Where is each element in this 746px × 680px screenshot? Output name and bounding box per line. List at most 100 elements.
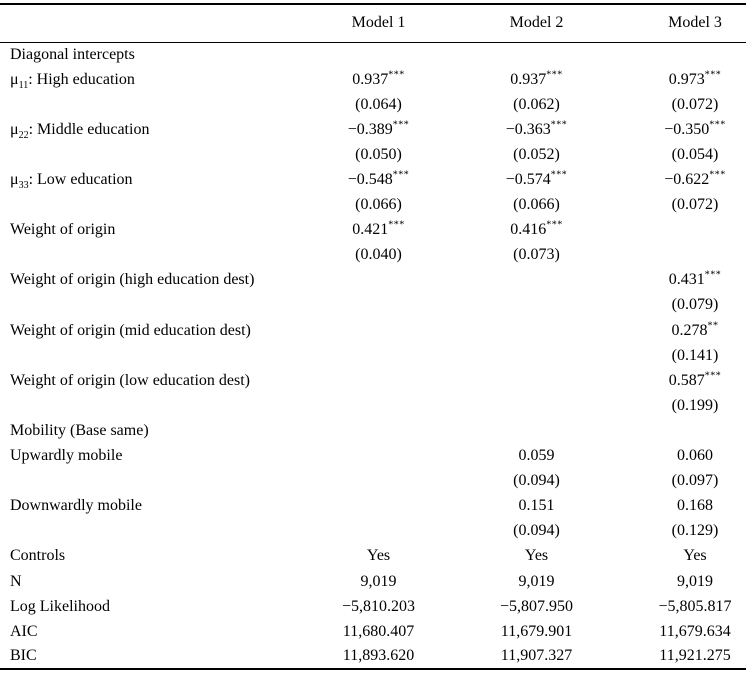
value-cell-model-1 xyxy=(302,343,455,368)
value-cell-model-2: −0.363*** xyxy=(505,119,568,138)
table-row-coef: μ11: High education 0.937*** 0.937*** 0.973… xyxy=(0,67,746,92)
value-cell-model-3 xyxy=(618,42,746,67)
value-cell-model-1 xyxy=(302,444,455,469)
row-label: μ33: Low education xyxy=(10,171,133,192)
value-cell-model-2 xyxy=(455,42,618,67)
table-row-se: (0.141) xyxy=(0,343,746,368)
row-label: μ22: Middle education xyxy=(10,120,150,142)
regression-table: Model 1 Model 2 Model 3 Diagonal interce… xyxy=(0,3,746,671)
row-label xyxy=(0,519,302,544)
value-cell-model-3 xyxy=(618,218,746,243)
significance-stars: *** xyxy=(709,169,726,181)
value-cell-model-1: (0.040) xyxy=(355,246,402,264)
value-cell-model-2 xyxy=(455,418,618,443)
value-cell-model-3: 11,679.634 xyxy=(659,622,731,640)
table-row-stat: Controls Yes Yes Yes xyxy=(0,544,746,569)
value-cell-model-3: Yes xyxy=(683,547,707,565)
header-model-2: Model 2 xyxy=(455,4,618,43)
row-label: AIC xyxy=(10,622,38,640)
value-cell-model-3 xyxy=(618,243,746,268)
label-subscript: 22 xyxy=(18,130,29,142)
value-cell-model-3: (0.097) xyxy=(671,472,719,490)
significance-stars: *** xyxy=(704,270,722,282)
row-label: Log Likelihood xyxy=(10,597,110,615)
value-cell-model-2: 11,907.327 xyxy=(500,647,573,665)
value-cell-model-1 xyxy=(302,494,455,519)
value-cell-model-1: Yes xyxy=(366,547,391,565)
row-label xyxy=(0,343,302,368)
value-cell-model-1: −0.389*** xyxy=(347,119,410,138)
value-cell-model-3: (0.072) xyxy=(671,95,719,113)
value-cell-model-2 xyxy=(455,268,618,293)
value-cell-model-1: −5,810.203 xyxy=(341,597,416,615)
value-cell-model-1 xyxy=(302,368,455,393)
row-label: BIC xyxy=(10,647,37,665)
significance-stars: *** xyxy=(709,119,726,131)
value-cell-model-2: −5,807.950 xyxy=(499,597,574,615)
table-row-se: (0.079) xyxy=(0,293,746,318)
value-cell-model-2: 9,019 xyxy=(518,572,555,590)
row-label xyxy=(0,293,302,318)
value-cell-model-3: (0.129) xyxy=(671,522,719,540)
row-label: Controls xyxy=(10,547,66,565)
row-label xyxy=(0,393,302,418)
table-row-se: (0.064) (0.062) (0.072) xyxy=(0,92,746,117)
row-label: Weight of origin xyxy=(10,221,116,239)
significance-stars: *** xyxy=(546,219,563,231)
value-cell-model-1 xyxy=(302,393,455,418)
significance-stars: *** xyxy=(704,69,722,81)
value-cell-model-2 xyxy=(455,318,618,343)
value-cell-model-1 xyxy=(302,318,455,343)
value-cell-model-1: 9,019 xyxy=(360,572,397,590)
significance-stars: *** xyxy=(546,69,563,81)
table-header-row: Model 1 Model 2 Model 3 xyxy=(0,4,746,43)
significance-stars: ** xyxy=(707,320,719,332)
header-model-1: Model 1 xyxy=(302,4,455,43)
table-row-se: (0.199) xyxy=(0,393,746,418)
value-cell-model-2: (0.062) xyxy=(513,95,560,113)
value-cell-model-2: 0.937*** xyxy=(510,69,563,88)
value-cell-model-2: (0.052) xyxy=(513,145,560,163)
table-row-se: (0.050) (0.052) (0.054) xyxy=(0,142,746,167)
value-cell-model-3: 9,019 xyxy=(677,572,713,590)
label-subscript: 33 xyxy=(18,180,29,192)
value-cell-model-3: 0.278** xyxy=(671,320,719,339)
value-cell-model-3: 11,921.275 xyxy=(659,647,731,665)
value-cell-model-1: (0.064) xyxy=(355,95,402,113)
table-row-stat: Log Likelihood −5,810.203 −5,807.950 −5,805… xyxy=(0,594,746,619)
value-cell-model-3: (0.199) xyxy=(671,396,719,414)
value-cell-model-3: (0.079) xyxy=(671,296,719,314)
row-label: Diagonal intercepts xyxy=(10,45,135,63)
value-cell-model-3 xyxy=(618,418,746,443)
table-row-se: (0.040) (0.073) xyxy=(0,243,746,268)
value-cell-model-1 xyxy=(302,268,455,293)
value-cell-model-1 xyxy=(302,418,455,443)
value-cell-model-2: 0.416*** xyxy=(510,219,563,239)
table-row-coef: Weight of origin 0.421*** 0.416*** xyxy=(0,218,746,243)
value-cell-model-3: 0.587*** xyxy=(668,370,722,389)
value-cell-model-2: 0.059 xyxy=(518,447,555,465)
row-label xyxy=(0,469,302,494)
significance-stars: *** xyxy=(392,169,410,181)
value-cell-model-2 xyxy=(455,393,618,418)
value-cell-model-2: (0.073) xyxy=(513,246,560,264)
header-empty-cell xyxy=(0,4,302,43)
value-cell-model-2: 0.151 xyxy=(518,497,555,515)
value-cell-model-3: (0.141) xyxy=(671,346,719,364)
value-cell-model-2: (0.094) xyxy=(513,472,560,490)
row-label: Weight of origin (low education dest) xyxy=(10,371,250,389)
table-row-coef: Weight of origin (mid education dest) 0.2… xyxy=(0,318,746,343)
label-subscript: 11 xyxy=(18,79,29,91)
value-cell-model-2: −0.574*** xyxy=(505,169,568,189)
value-cell-model-1: (0.066) xyxy=(355,196,402,214)
value-cell-model-3: 0.168 xyxy=(677,497,713,515)
table-row-coef: Weight of origin (high education dest) 0.… xyxy=(0,268,746,293)
row-label xyxy=(0,243,302,268)
row-label: μ11: High education xyxy=(10,70,135,91)
table-row-stat: BIC 11,893.620 11,907.327 11,921.275 xyxy=(0,644,746,669)
value-cell-model-3: (0.054) xyxy=(671,145,719,163)
table-row-stat: AIC 11,680.407 11,679.901 11,679.634 xyxy=(0,619,746,644)
value-cell-model-1: 11,680.407 xyxy=(342,622,415,640)
value-cell-model-3: −5,805.817 xyxy=(658,597,732,615)
row-label: Weight of origin (high education dest) xyxy=(10,271,255,289)
